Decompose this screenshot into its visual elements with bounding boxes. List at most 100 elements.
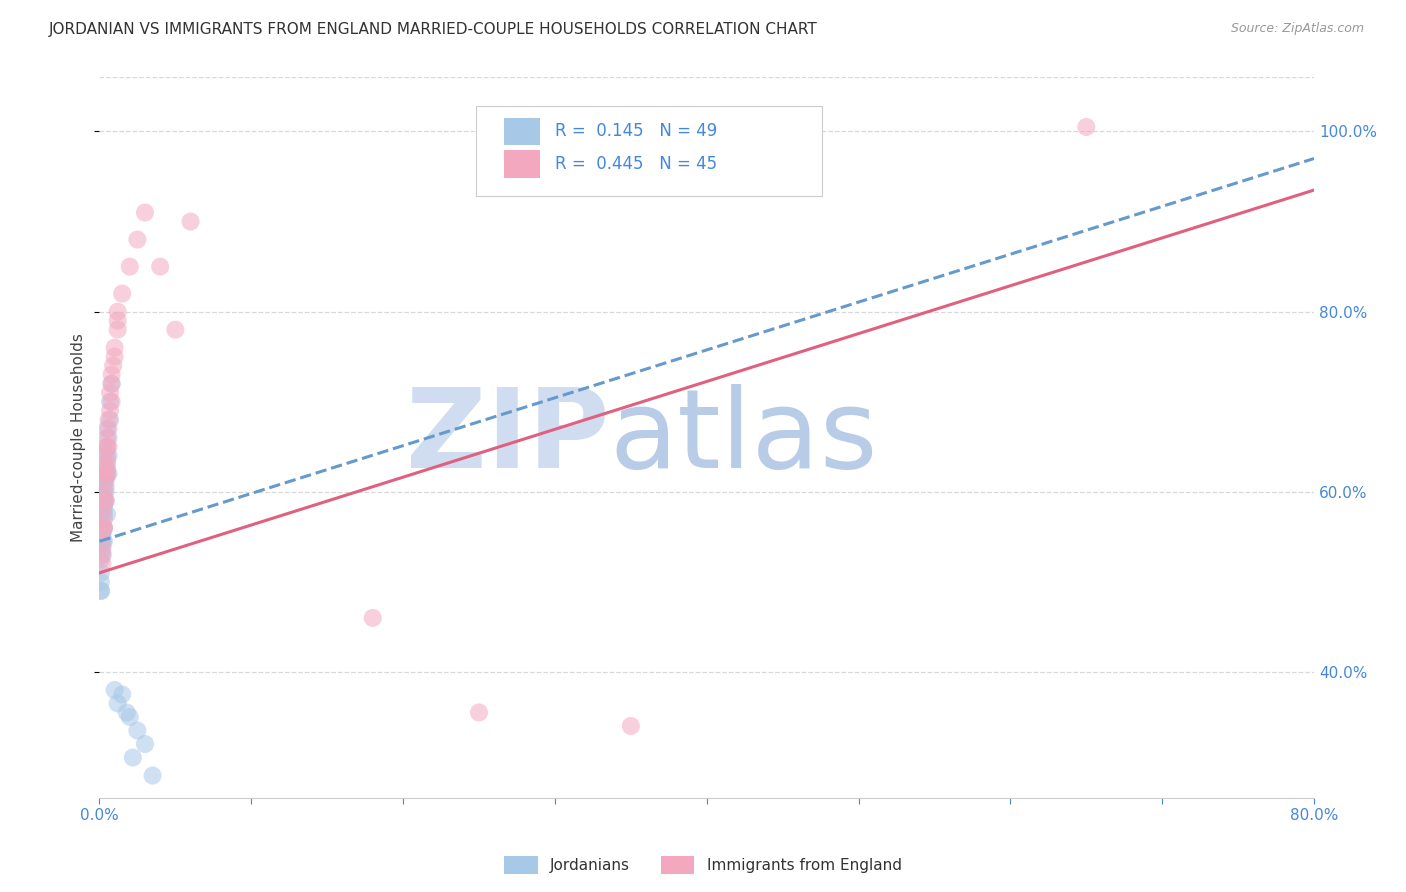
Legend: Jordanians, Immigrants from England: Jordanians, Immigrants from England bbox=[498, 850, 908, 880]
Point bbox=[90, 552, 112, 566]
Point bbox=[93, 521, 115, 535]
Point bbox=[93, 521, 115, 535]
Point bbox=[97, 440, 120, 454]
Point bbox=[107, 304, 129, 318]
Point bbox=[107, 697, 129, 711]
Point bbox=[180, 214, 202, 228]
Point bbox=[91, 548, 114, 562]
Point bbox=[97, 467, 120, 481]
Point bbox=[91, 525, 114, 540]
Point bbox=[90, 566, 112, 580]
Point bbox=[118, 260, 141, 274]
Point bbox=[94, 493, 117, 508]
Point bbox=[94, 484, 117, 499]
Point bbox=[93, 534, 115, 549]
Point bbox=[107, 323, 129, 337]
Point bbox=[91, 534, 114, 549]
Point bbox=[93, 489, 115, 503]
Point bbox=[96, 508, 118, 522]
Point bbox=[97, 449, 120, 463]
Point bbox=[96, 467, 118, 481]
Point bbox=[107, 313, 129, 327]
Point bbox=[97, 413, 120, 427]
Point bbox=[96, 431, 118, 445]
Point bbox=[94, 471, 117, 485]
Point bbox=[90, 583, 112, 598]
Point bbox=[96, 422, 118, 436]
Point bbox=[93, 498, 115, 512]
Point bbox=[100, 394, 122, 409]
Point bbox=[91, 548, 114, 562]
Point bbox=[111, 286, 134, 301]
Point bbox=[98, 413, 121, 427]
Point bbox=[94, 471, 117, 485]
Point bbox=[149, 260, 172, 274]
Point bbox=[115, 706, 138, 720]
Point bbox=[91, 525, 114, 540]
Point bbox=[91, 543, 114, 558]
Point bbox=[94, 458, 117, 472]
Point bbox=[127, 233, 149, 247]
Point bbox=[93, 484, 115, 499]
Point bbox=[1076, 120, 1098, 134]
Point bbox=[96, 453, 118, 467]
Text: R =  0.145   N = 49: R = 0.145 N = 49 bbox=[555, 122, 717, 140]
FancyBboxPatch shape bbox=[503, 150, 540, 178]
Point bbox=[97, 422, 120, 436]
Point bbox=[620, 719, 643, 733]
Point bbox=[94, 493, 117, 508]
Point bbox=[98, 385, 121, 400]
Point bbox=[90, 508, 112, 522]
Point bbox=[100, 368, 122, 382]
Point bbox=[93, 521, 115, 535]
Point bbox=[104, 341, 127, 355]
Point bbox=[104, 683, 127, 698]
FancyBboxPatch shape bbox=[503, 118, 540, 145]
Point bbox=[90, 574, 112, 589]
Point bbox=[94, 444, 117, 458]
Point bbox=[111, 688, 134, 702]
Point bbox=[100, 376, 122, 391]
Point bbox=[134, 737, 156, 751]
Point bbox=[94, 467, 117, 481]
Point bbox=[93, 475, 115, 490]
Text: ZIP: ZIP bbox=[406, 384, 610, 491]
Point bbox=[468, 706, 491, 720]
Point bbox=[90, 583, 112, 598]
Point bbox=[93, 503, 115, 517]
Text: R =  0.445   N = 45: R = 0.445 N = 45 bbox=[555, 155, 717, 173]
Point bbox=[104, 350, 127, 364]
Point bbox=[165, 323, 187, 337]
Point bbox=[97, 431, 120, 445]
Point bbox=[96, 440, 118, 454]
Point bbox=[100, 376, 122, 391]
Point bbox=[98, 394, 121, 409]
Point bbox=[94, 493, 117, 508]
Text: atlas: atlas bbox=[610, 384, 879, 491]
FancyBboxPatch shape bbox=[477, 106, 823, 196]
Point bbox=[90, 516, 112, 531]
Point bbox=[96, 458, 118, 472]
Point bbox=[94, 475, 117, 490]
Point bbox=[93, 512, 115, 526]
Point bbox=[134, 205, 156, 219]
Point bbox=[118, 710, 141, 724]
Point bbox=[142, 768, 165, 782]
Point bbox=[94, 480, 117, 494]
Point bbox=[93, 493, 115, 508]
Point bbox=[101, 359, 124, 373]
Point bbox=[96, 440, 118, 454]
Point bbox=[91, 503, 114, 517]
Point bbox=[98, 403, 121, 417]
Point bbox=[127, 723, 149, 738]
Point bbox=[121, 750, 143, 764]
Point bbox=[90, 525, 112, 540]
Point bbox=[91, 530, 114, 544]
Point bbox=[93, 508, 115, 522]
Point bbox=[96, 462, 118, 476]
Point bbox=[91, 539, 114, 553]
Y-axis label: Married-couple Households: Married-couple Households bbox=[72, 334, 86, 542]
Text: JORDANIAN VS IMMIGRANTS FROM ENGLAND MARRIED-COUPLE HOUSEHOLDS CORRELATION CHART: JORDANIAN VS IMMIGRANTS FROM ENGLAND MAR… bbox=[49, 22, 818, 37]
Point bbox=[91, 557, 114, 571]
Point bbox=[91, 521, 114, 535]
